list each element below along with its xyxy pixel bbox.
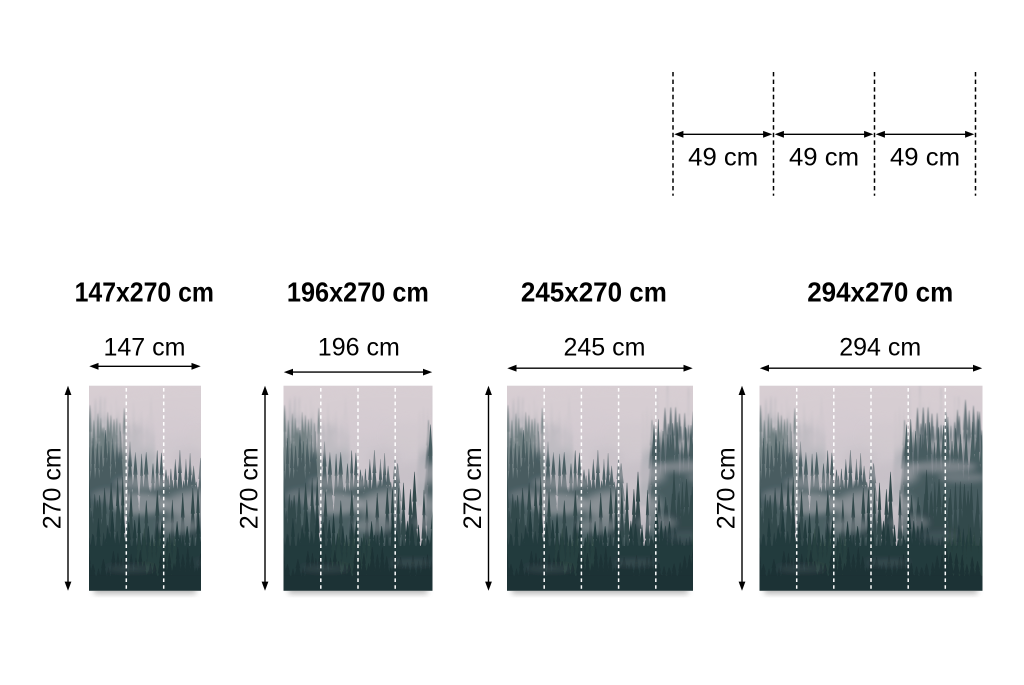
svg-text:245 cm: 245 cm [564,334,646,362]
svg-text:270 cm: 270 cm [713,447,741,529]
svg-text:49 cm: 49 cm [789,144,859,172]
svg-text:196 cm: 196 cm [318,334,400,362]
svg-text:147x270 cm: 147x270 cm [75,276,214,307]
svg-text:294x270 cm: 294x270 cm [807,276,953,307]
svg-text:49 cm: 49 cm [688,144,758,172]
svg-text:270 cm: 270 cm [39,447,67,529]
svg-text:270 cm: 270 cm [459,447,487,529]
svg-text:294 cm: 294 cm [839,334,921,362]
svg-text:270 cm: 270 cm [236,447,264,529]
svg-text:196x270 cm: 196x270 cm [287,276,429,307]
svg-text:245x270 cm: 245x270 cm [521,276,667,307]
svg-text:49 cm: 49 cm [890,144,960,172]
svg-text:147 cm: 147 cm [104,334,186,362]
